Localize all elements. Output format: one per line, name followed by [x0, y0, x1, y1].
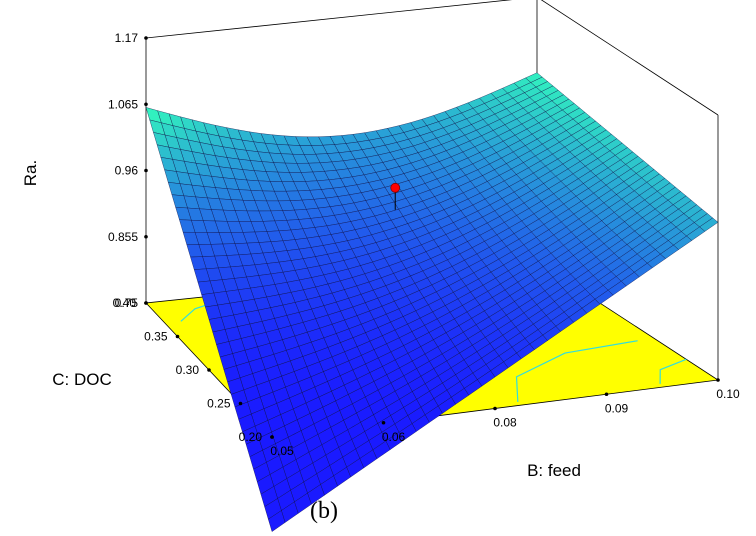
- z-tick-mark: [144, 102, 148, 107]
- z-tick-label: 0.855: [108, 230, 138, 244]
- x-axis-label: B: feed: [527, 461, 581, 480]
- x-tick-mark: [604, 392, 609, 397]
- x-tick-label: 0.10: [716, 387, 740, 401]
- box-edge-back-top: [145, 0, 513, 39]
- optimum-marker: [390, 182, 401, 210]
- z-axis-label: Ra.: [21, 160, 40, 186]
- response-surface: [145, 72, 719, 532]
- x-tick-mark: [493, 406, 497, 411]
- y-tick-label: 0.40: [113, 296, 137, 310]
- y-tick-label: 0.20: [239, 430, 263, 444]
- y-tick-mark: [144, 301, 148, 305]
- z-tick-label: 0.75: [115, 296, 139, 310]
- x-tick-label: 0.06: [382, 430, 406, 444]
- optimum-point: [390, 182, 401, 193]
- y-tick-label: 0.35: [144, 330, 168, 344]
- z-tick-mark: [144, 36, 148, 40]
- box-edge-right-top: [540, 0, 719, 116]
- surface-cell: [268, 510, 286, 532]
- z-tick-mark: [144, 168, 148, 173]
- contour-line-3: [659, 358, 687, 384]
- y-tick-mark: [238, 401, 243, 406]
- z-tick-label: 1.065: [108, 97, 138, 111]
- y-tick-label: 0.30: [176, 363, 200, 377]
- y-axis-label: C: DOC: [52, 370, 112, 389]
- axis-ticks: 1.17 1.065 0.96 0.855 0.75 0.05 0.06 0.08 0.09 0.…: [108, 31, 740, 458]
- contour-line-2: [515, 340, 638, 402]
- y-tick-label: 0.25: [207, 397, 231, 411]
- x-tick-mark: [381, 420, 386, 425]
- axis-labels: Ra. C: DOC B: feed: [21, 160, 581, 480]
- surface-cell: [145, 107, 162, 124]
- x-tick-label: 0.08: [493, 416, 517, 430]
- x-tick-label: 0.09: [605, 401, 629, 415]
- z-tick-label: 1.17: [115, 31, 139, 45]
- y-tick-mark: [207, 368, 211, 372]
- y-tick-mark: [175, 334, 180, 339]
- y-tick-mark: [270, 435, 274, 439]
- z-tick-mark: [144, 234, 148, 239]
- x-tick-mark: [716, 378, 720, 382]
- z-tick-label: 0.96: [115, 164, 139, 178]
- figure-caption: (b): [310, 498, 338, 524]
- x-tick-label: 0.05: [270, 444, 294, 458]
